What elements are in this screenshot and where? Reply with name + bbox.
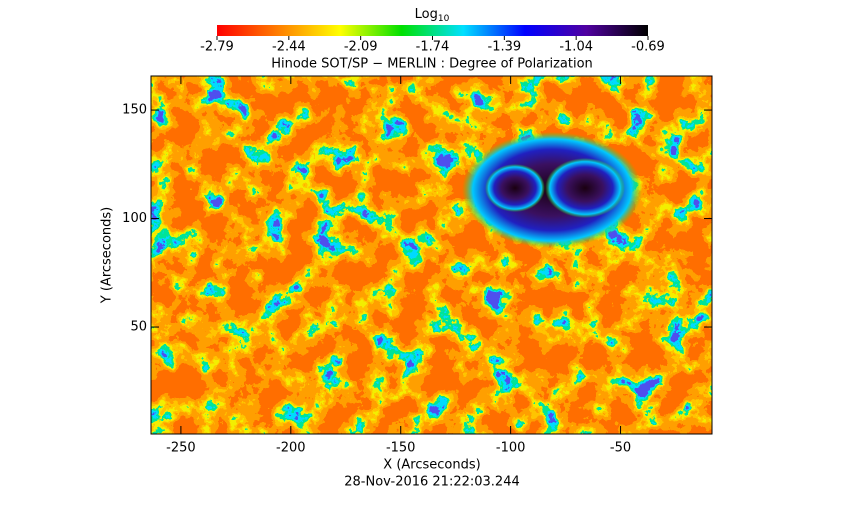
colorbar-tick-label: -2.09 <box>344 40 378 55</box>
y-tick-label: 100 <box>122 211 147 226</box>
colorbar-tick-label: -1.39 <box>488 40 522 55</box>
colorbar-label-sub: 10 <box>438 14 450 24</box>
colorbar-tick-label: -2.79 <box>200 40 234 55</box>
plot-frame <box>150 75 713 435</box>
y-axis-label: Y (Arcseconds) <box>100 207 115 304</box>
colorbar-label: Log10 <box>415 7 450 24</box>
colorbar-label-main: Log <box>415 7 438 22</box>
x-tick-label: -50 <box>610 441 631 456</box>
y-tick-label: 150 <box>122 103 147 118</box>
x-tick-label: -200 <box>276 441 306 456</box>
subtitle: 28-Nov-2016 21:22:03.244 <box>344 475 520 490</box>
colorbar-tick-label: -2.44 <box>272 40 306 55</box>
colorbar-tick-label: -1.74 <box>416 40 450 55</box>
x-tick-label: -100 <box>496 441 526 456</box>
heatmap-image <box>151 76 712 434</box>
x-axis-label: X (Arcseconds) <box>383 458 480 473</box>
y-tick-label: 50 <box>130 320 147 335</box>
chart-title: Hinode SOT/SP − MERLIN : Degree of Polar… <box>271 57 593 72</box>
colorbar-tick-label: -0.69 <box>631 40 665 55</box>
x-tick-label: -250 <box>166 441 196 456</box>
colorbar <box>217 25 648 36</box>
x-tick-label: -150 <box>386 441 416 456</box>
colorbar-tick-label: -1.04 <box>559 40 593 55</box>
